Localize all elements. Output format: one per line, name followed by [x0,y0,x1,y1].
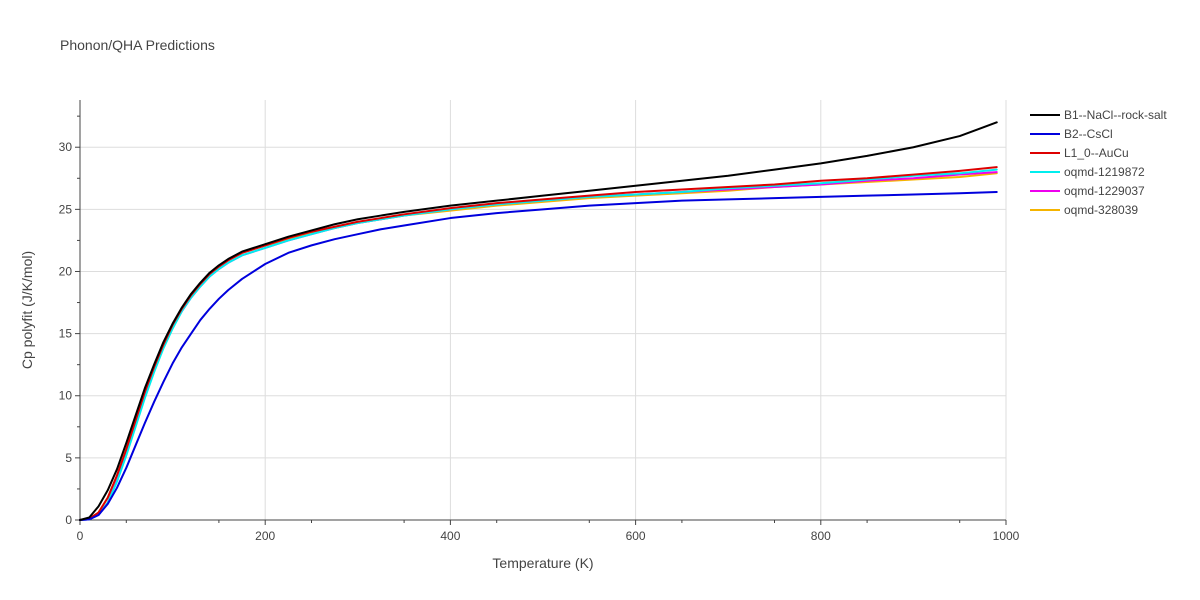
legend-label: oqmd-328039 [1064,203,1138,217]
legend-label: B1--NaCl--rock-salt [1064,108,1167,122]
legend-item[interactable]: B1--NaCl--rock-salt [1030,108,1167,122]
series-line-1 [79,190,998,521]
x-tick-label: 200 [255,529,275,543]
grid [80,100,1007,520]
legend-label: L1_0--AuCu [1064,146,1129,160]
y-tick-label: 25 [59,202,73,216]
y-tick-label: 30 [59,140,73,154]
x-tick-label: 400 [440,529,460,543]
x-axis-title: Temperature (K) [492,555,593,571]
y-tick-label: 20 [59,264,73,278]
legend-item[interactable]: L1_0--AuCu [1030,146,1129,160]
x-tick-label: 0 [77,529,84,543]
x-tick-label: 1000 [993,529,1020,543]
legend-item[interactable]: oqmd-328039 [1030,203,1138,217]
legend-label: oqmd-1229037 [1064,184,1145,198]
legend-item[interactable]: oqmd-1219872 [1030,165,1145,179]
axes: 0 200 400 600 800 1000 0 5 10 15 20 25 30 [59,100,1020,543]
chart-title: Phonon/QHA Predictions [60,37,215,53]
y-axis-title: Cp polyfit (J/K/mol) [19,251,35,369]
y-tick-label: 15 [59,327,73,341]
series-line-3 [79,168,998,521]
y-tick-label: 5 [65,451,72,465]
series-line-0 [79,121,998,521]
y-tick-label: 0 [65,513,72,527]
legend-item[interactable]: B2--CsCl [1030,127,1113,141]
legend[interactable]: B1--NaCl--rock-salt B2--CsCl L1_0--AuCuoqm… [1030,108,1167,217]
series-layer [79,121,998,521]
legend-item[interactable]: oqmd-1229037 [1030,184,1145,198]
y-tick-label: 10 [59,389,73,403]
x-tick-label: 600 [626,529,646,543]
legend-label: B2--CsCl [1064,127,1113,141]
x-tick-label: 800 [811,529,831,543]
series-line-2 [79,166,998,521]
legend-label: oqmd-1219872 [1064,165,1145,179]
